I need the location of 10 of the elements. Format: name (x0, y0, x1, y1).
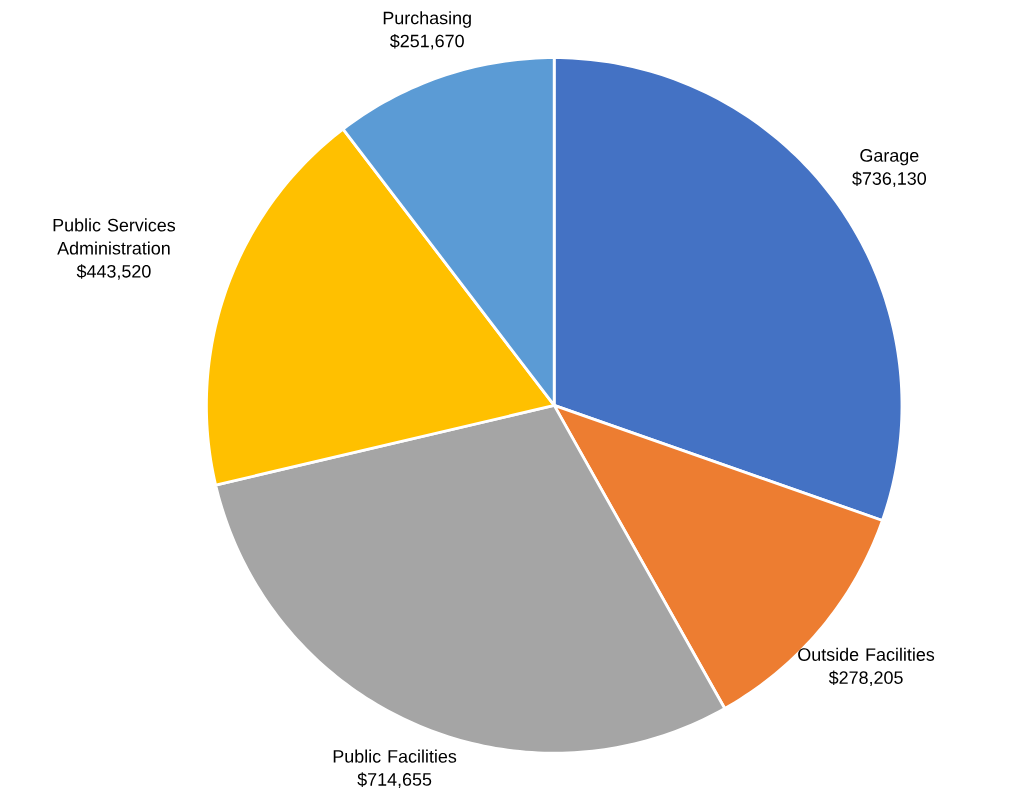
data-label: $714,655 (357, 772, 432, 788)
data-label: $736,130 (852, 171, 927, 187)
data-label: $443,520 (76, 263, 151, 280)
slice-label: Outside Facilities (798, 647, 935, 661)
data-label: $278,205 (828, 670, 903, 686)
slice-label: Purchasing (383, 10, 471, 28)
slice-label: Garage (860, 148, 919, 166)
slice-label: Public Services Administration (53, 218, 176, 255)
slice-label: Public Facilities (333, 749, 457, 763)
data-label: $251,670 (389, 33, 464, 50)
